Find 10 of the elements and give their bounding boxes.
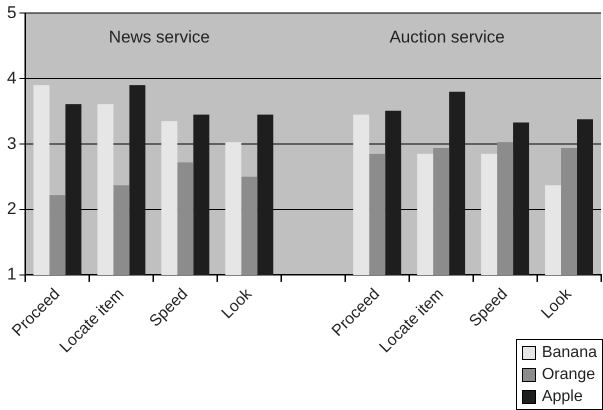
y-tick-label: 3	[6, 134, 16, 153]
y-tick-label: 1	[6, 264, 16, 284]
legend-label: Apple	[542, 388, 583, 406]
annotation: News service	[108, 27, 210, 46]
annotation: Auction service	[389, 27, 505, 46]
y-tick-label: 5	[6, 2, 16, 22]
legend-label: Orange	[542, 366, 596, 384]
legend-label: Banana	[542, 344, 597, 362]
y-tick-label: 4	[6, 68, 16, 88]
y-tick-label: 2	[6, 199, 16, 218]
